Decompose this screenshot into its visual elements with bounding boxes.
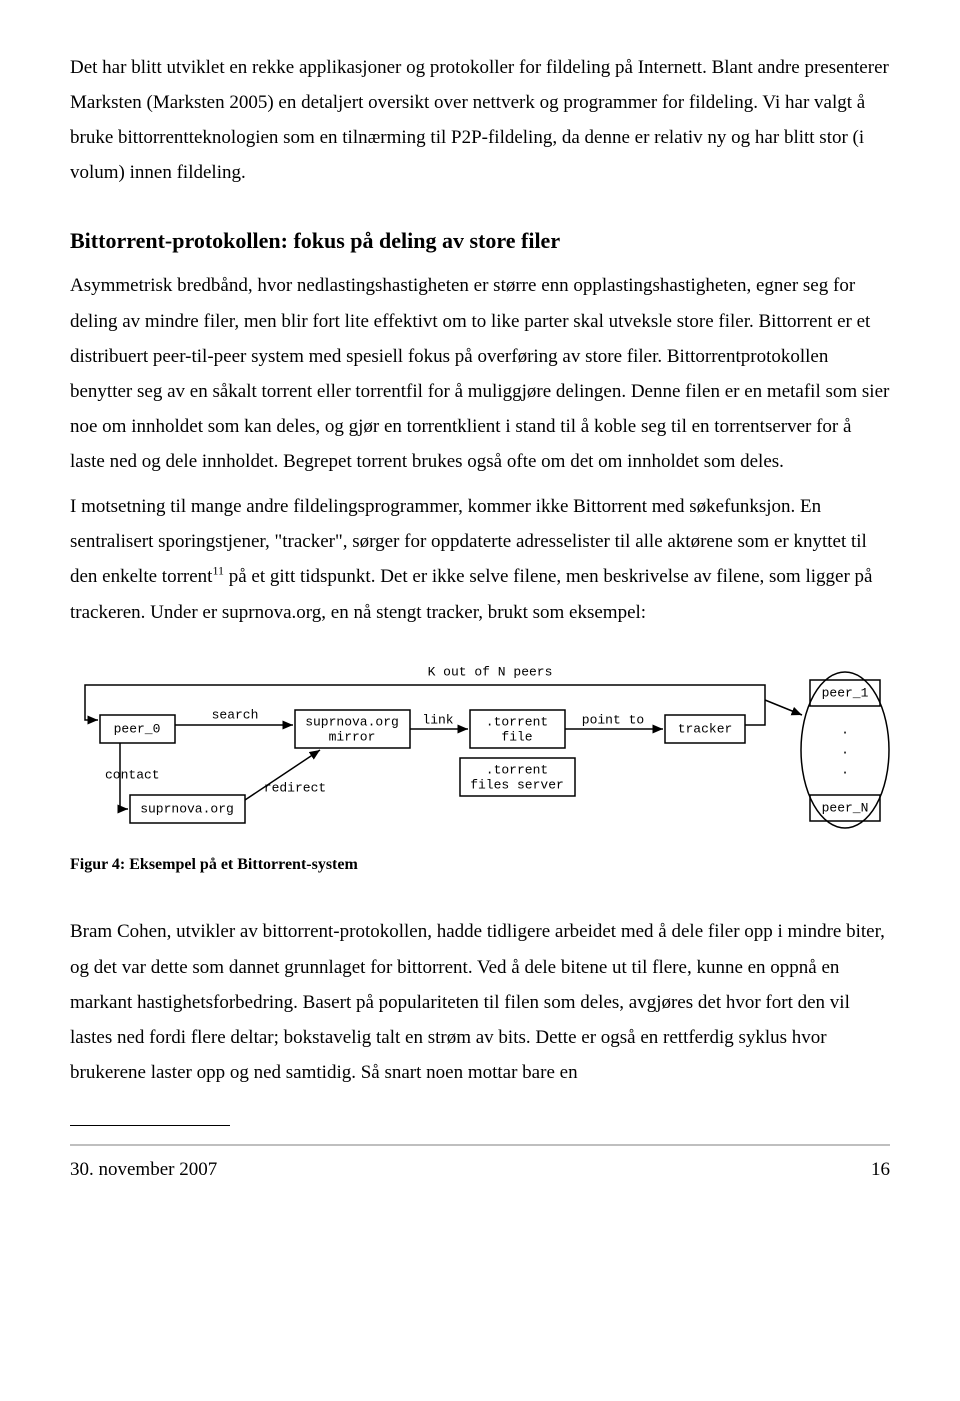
svg-text:point to: point to — [582, 712, 644, 727]
bittorrent-diagram: K out of N peers peer_0 suprnova.org suprno… — [70, 660, 890, 840]
svg-text:suprnova.org: suprnova.org — [305, 714, 399, 729]
footer-date: 30. november 2007 — [70, 1152, 217, 1187]
svg-text:.: . — [841, 762, 849, 777]
svg-text:K out of N peers: K out of N peers — [428, 664, 553, 679]
svg-text:peer_1: peer_1 — [822, 685, 869, 700]
svg-text:.: . — [841, 742, 849, 757]
svg-text:files server: files server — [470, 777, 564, 792]
footnote-rule — [70, 1125, 230, 1126]
svg-text:tracker: tracker — [678, 721, 733, 736]
svg-text:search: search — [212, 707, 259, 722]
figure-caption: Figur 4: Eksempel på et Bittorrent-syste… — [70, 850, 890, 880]
section-heading: Bittorrent-protokollen: fokus på deling … — [70, 226, 890, 257]
paragraph-tracker: I motsetning til mange andre fildelingsp… — [70, 489, 890, 630]
paragraph-bittorrent: Asymmetrisk bredbånd, hvor nedlastingsha… — [70, 268, 890, 479]
svg-text:contact: contact — [105, 767, 160, 782]
svg-text:file: file — [501, 729, 532, 744]
page-divider — [70, 1144, 890, 1146]
svg-text:.torrent: .torrent — [486, 762, 548, 777]
footnote-marker: 11 — [212, 564, 224, 578]
svg-text:.: . — [841, 722, 849, 737]
svg-text:peer_N: peer_N — [822, 800, 869, 815]
svg-text:redirect: redirect — [264, 780, 326, 795]
paragraph-intro: Det har blitt utviklet en rekke applikas… — [70, 50, 890, 191]
svg-text:link: link — [422, 712, 453, 727]
svg-text:peer_0: peer_0 — [114, 721, 161, 736]
svg-text:suprnova.org: suprnova.org — [140, 801, 234, 816]
svg-text:.torrent: .torrent — [486, 714, 548, 729]
page-footer: 30. november 2007 16 — [70, 1152, 890, 1187]
footer-page-number: 16 — [871, 1152, 890, 1187]
paragraph-bram-cohen: Bram Cohen, utvikler av bittorrent-proto… — [70, 914, 890, 1090]
svg-text:mirror: mirror — [329, 729, 376, 744]
